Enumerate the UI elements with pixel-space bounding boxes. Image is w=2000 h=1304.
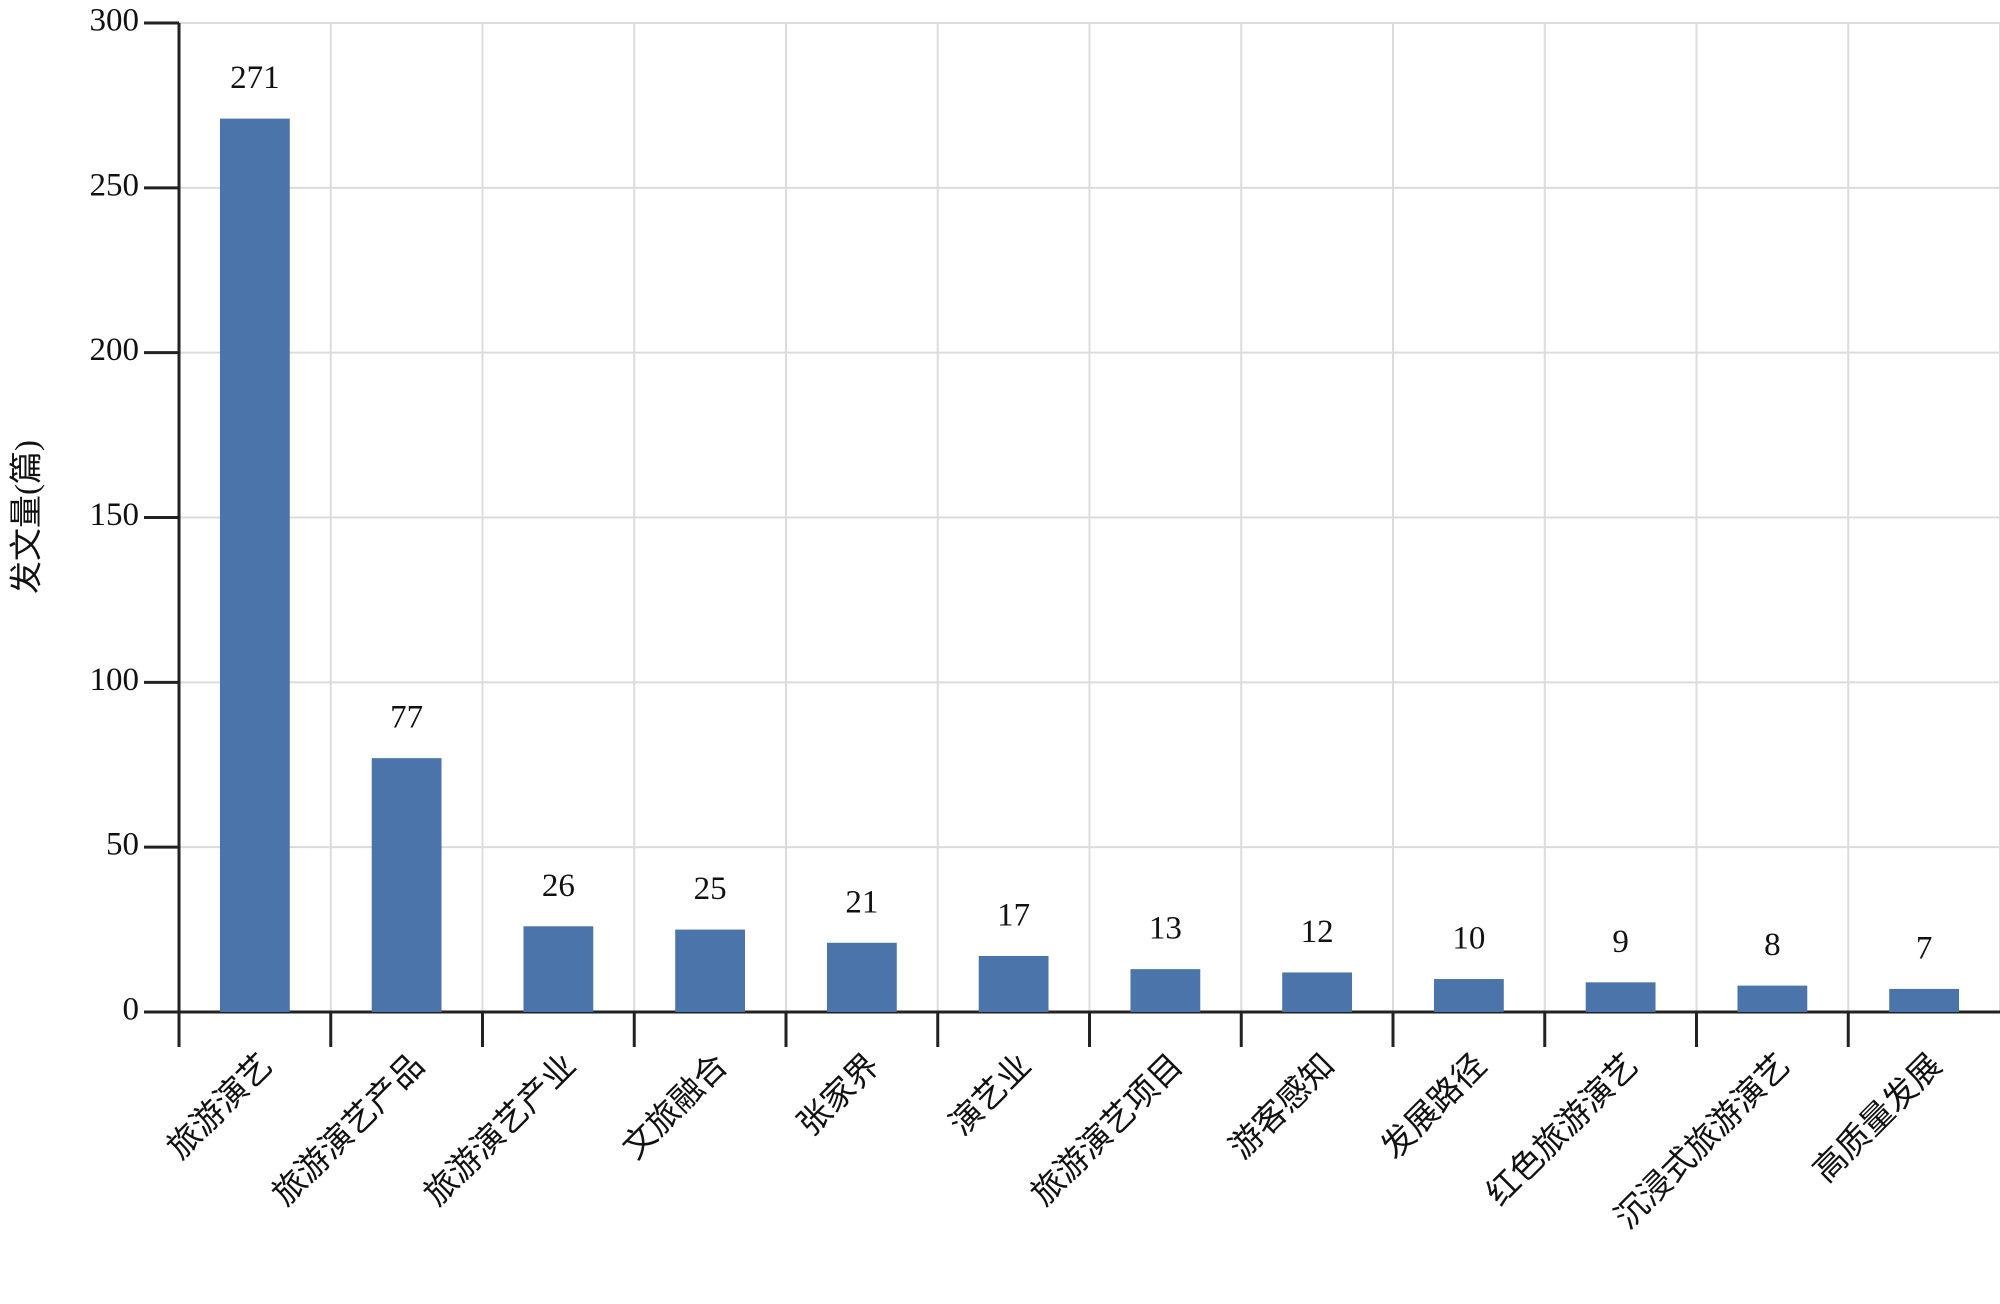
bar	[219, 118, 290, 1012]
bar	[1282, 972, 1353, 1012]
value-label: 26	[542, 868, 575, 904]
bar	[978, 955, 1049, 1012]
x-tick-label: 旅游演艺产品	[265, 1047, 431, 1213]
value-label: 12	[1301, 914, 1334, 950]
y-tick-label: 200	[90, 332, 140, 368]
value-label: 25	[694, 871, 727, 907]
bar	[371, 758, 442, 1012]
value-label: 271	[230, 60, 280, 96]
x-tick-label: 张家界	[791, 1047, 887, 1143]
value-label: 17	[997, 898, 1030, 934]
value-label: 8	[1764, 927, 1781, 963]
y-tick-label: 50	[106, 827, 139, 863]
y-axis-label: 发文量(篇)	[9, 440, 46, 594]
value-label: 21	[845, 884, 878, 920]
x-tick-label: 旅游演艺项目	[1024, 1047, 1190, 1213]
bar	[1737, 985, 1808, 1012]
value-label: 13	[1149, 911, 1182, 947]
value-label: 7	[1916, 931, 1933, 967]
y-tick-label: 250	[90, 167, 140, 203]
bar	[1433, 979, 1504, 1012]
bar	[1130, 969, 1201, 1012]
x-tick-label: 文旅融合	[616, 1047, 736, 1167]
x-tick-label: 红色旅游演艺	[1479, 1047, 1645, 1213]
bar	[1585, 982, 1656, 1012]
bar	[523, 926, 594, 1012]
x-tick-label: 旅游演艺产业	[417, 1047, 583, 1213]
x-tick-label: 旅游演艺	[160, 1047, 280, 1167]
value-label: 77	[390, 700, 423, 736]
x-tick-label: 高质量发展	[1806, 1047, 1949, 1190]
x-tick-label: 发展路径	[1374, 1047, 1494, 1167]
y-tick-label: 100	[90, 662, 140, 698]
y-tick-label: 0	[123, 992, 140, 1028]
x-tick-label: 游客感知	[1223, 1047, 1343, 1167]
bar	[826, 942, 897, 1012]
x-tick-label: 演艺业	[942, 1047, 1038, 1143]
y-tick-label: 150	[90, 497, 140, 533]
y-tick-label: 300	[90, 3, 140, 39]
value-label: 9	[1612, 924, 1629, 960]
bar	[1889, 988, 1960, 1012]
bar	[675, 929, 746, 1012]
value-label: 10	[1452, 921, 1485, 957]
